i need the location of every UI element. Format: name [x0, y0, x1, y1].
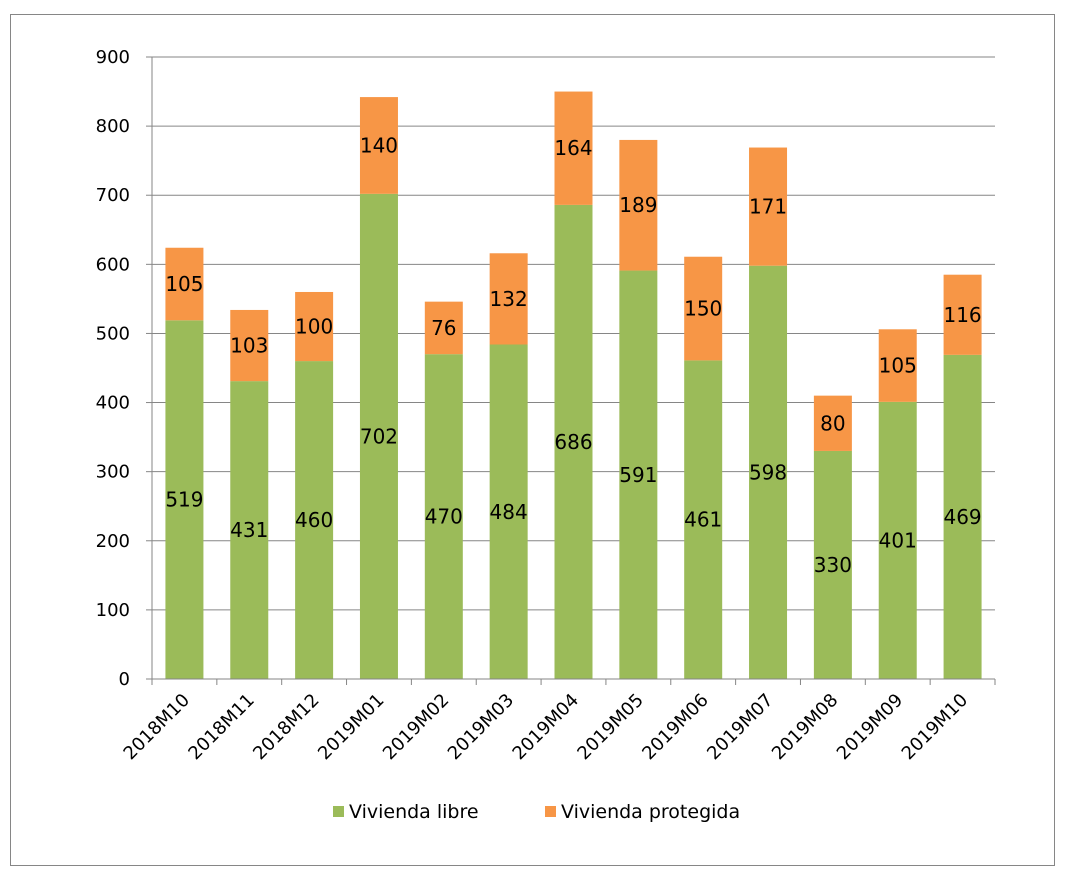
bar-vivienda-protegida [359, 97, 398, 194]
bar-vivienda-protegida [619, 139, 658, 271]
bar-vivienda-protegida [554, 91, 593, 205]
bar-vivienda-libre [165, 320, 204, 679]
data-label: 469 [943, 505, 981, 529]
data-label: 461 [684, 508, 722, 532]
legend-label: Vivienda libre [349, 801, 479, 823]
legend-label: Vivienda protegida [561, 801, 740, 823]
bar-vivienda-libre [943, 354, 982, 679]
bar-vivienda-libre [489, 344, 528, 679]
bar-vivienda-libre [230, 381, 269, 679]
x-tick-label: 2019M04 [509, 690, 583, 764]
data-label: 116 [943, 303, 981, 327]
bar-vivienda-libre [359, 193, 398, 679]
bar-vivienda-libre [749, 265, 788, 679]
data-label: 140 [360, 133, 398, 157]
data-label: 401 [879, 528, 917, 552]
data-label: 598 [749, 460, 787, 484]
bar-vivienda-protegida [295, 291, 334, 362]
bar-vivienda-protegida [424, 301, 463, 355]
data-label: 519 [165, 488, 203, 512]
x-tick-label: 2019M08 [768, 690, 842, 764]
x-tick-label: 2019M01 [314, 690, 388, 764]
data-label: 80 [820, 411, 845, 435]
data-label: 105 [165, 272, 203, 296]
x-tick-label: 2019M07 [703, 690, 777, 764]
bars [165, 91, 982, 680]
y-tick-label: 400 [96, 393, 130, 414]
y-tick-label: 900 [96, 47, 130, 68]
axes [146, 56, 996, 685]
data-label: 470 [425, 505, 463, 529]
x-tick-label: 2019M06 [638, 690, 712, 764]
data-label: 591 [619, 463, 657, 487]
y-tick-label: 500 [96, 323, 130, 344]
bar-vivienda-protegida [749, 147, 788, 266]
bar-vivienda-libre [684, 360, 723, 679]
data-label: 103 [230, 334, 268, 358]
bar-vivienda-protegida [813, 395, 852, 451]
data-label: 105 [879, 354, 917, 378]
x-tick-label: 2019M10 [898, 690, 972, 764]
y-tick-label: 800 [96, 116, 130, 137]
data-label: 686 [554, 430, 592, 454]
x-tick-label: 2019M02 [379, 690, 453, 764]
x-tick-label: 2019M05 [573, 690, 647, 764]
data-label: 150 [684, 297, 722, 321]
x-tick-label: 2019M03 [444, 690, 518, 764]
bar-vivienda-libre [813, 450, 852, 679]
x-tick-label: 2018M10 [120, 690, 194, 764]
data-label: 132 [490, 287, 528, 311]
legend: Vivienda libre Vivienda protegida [333, 801, 740, 823]
x-tick-label: 2018M12 [249, 690, 323, 764]
y-tick-label: 600 [96, 254, 130, 275]
y-tick-label: 300 [96, 462, 130, 483]
y-tick-label: 700 [96, 185, 130, 206]
y-tick-label: 200 [96, 531, 130, 552]
data-label: 189 [619, 193, 657, 217]
bar-vivienda-protegida [230, 309, 269, 382]
data-label: 100 [295, 315, 333, 339]
legend-swatch-vivienda-libre [333, 806, 344, 817]
bar-vivienda-libre [295, 361, 334, 679]
y-tick-label: 0 [119, 669, 130, 690]
data-label: 484 [490, 500, 528, 524]
data-label: 76 [431, 316, 456, 340]
x-tick-label: 2018M11 [184, 690, 258, 764]
bar-vivienda-libre [878, 401, 917, 679]
legend-swatch-vivienda-protegida [545, 806, 556, 817]
data-label: 171 [749, 195, 787, 219]
data-label: 164 [554, 136, 592, 160]
bar-vivienda-libre [619, 270, 658, 679]
bar-vivienda-protegida [943, 274, 982, 355]
data-label: 702 [360, 424, 398, 448]
y-tick-label: 100 [96, 600, 130, 621]
bar-vivienda-libre [424, 354, 463, 679]
data-label: 431 [230, 518, 268, 542]
x-tick-label: 2019M09 [833, 690, 907, 764]
bar-vivienda-protegida [878, 329, 917, 402]
bar-vivienda-protegida [684, 256, 723, 361]
bar-vivienda-protegida [489, 253, 528, 345]
bar-vivienda-protegida [165, 247, 204, 321]
bar-vivienda-libre [554, 204, 593, 680]
data-label: 330 [814, 553, 852, 577]
data-label: 460 [295, 508, 333, 532]
